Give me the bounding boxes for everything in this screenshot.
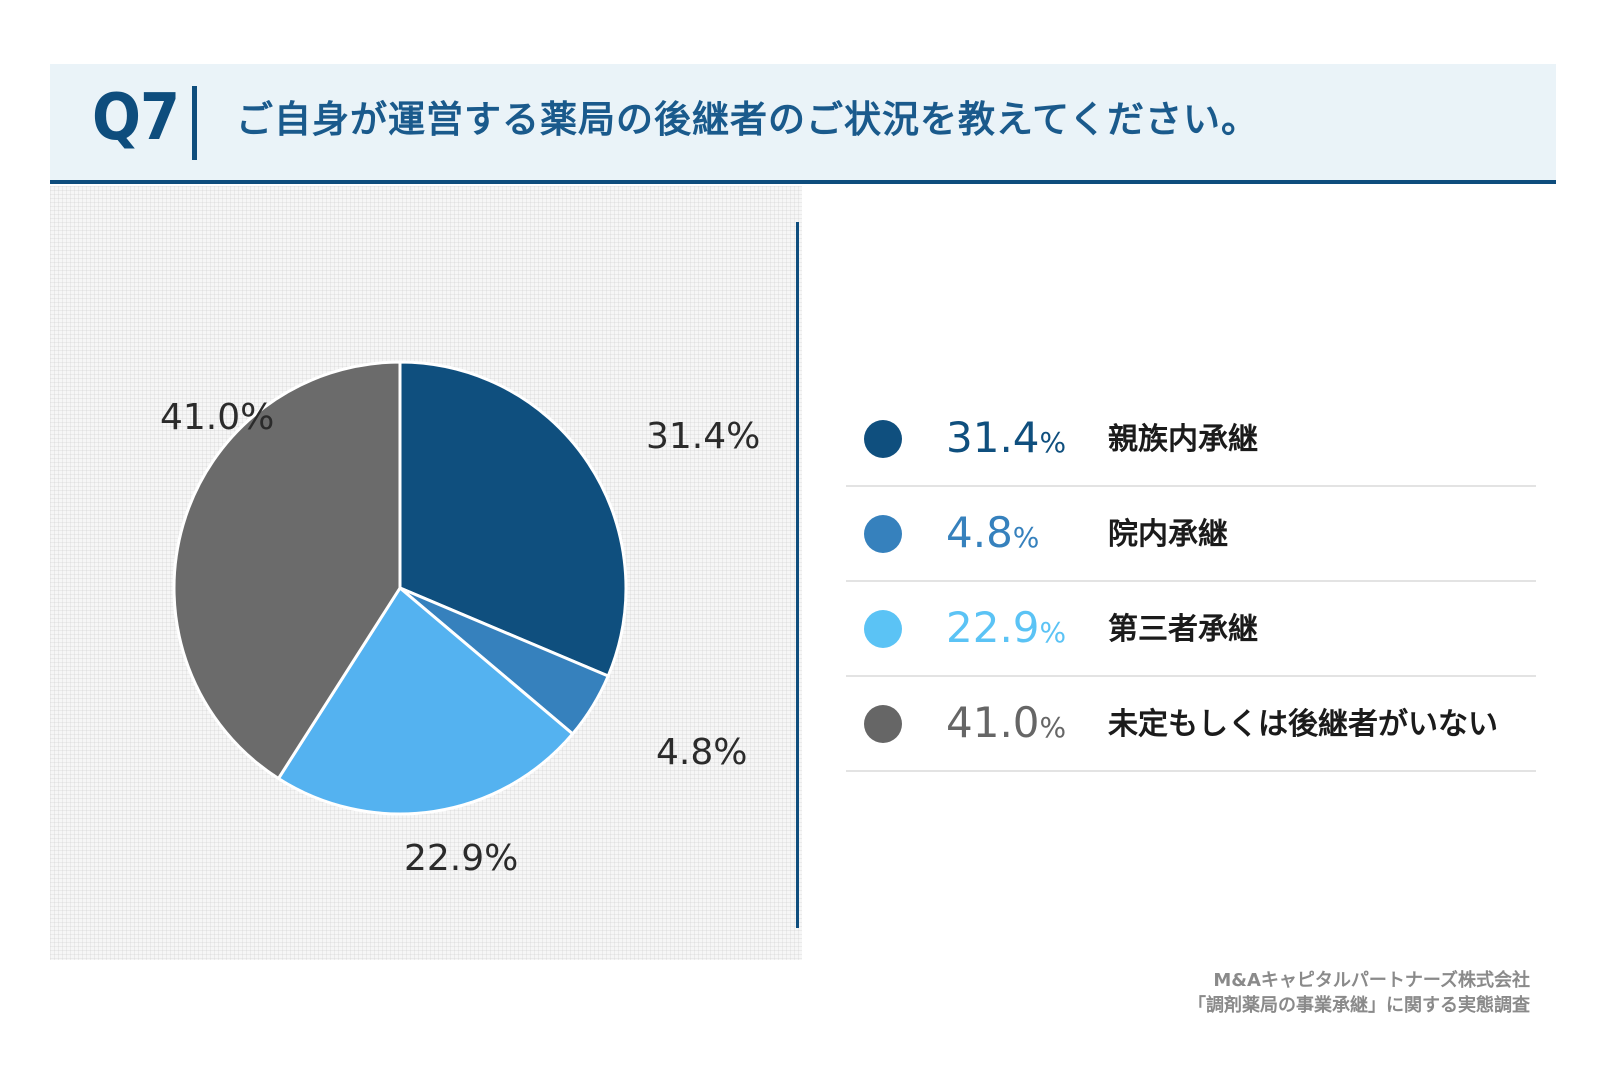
pie-slice-label: 4.8% [656, 732, 747, 773]
legend-value: 31.4% [946, 410, 1066, 471]
legend-value: 4.8% [946, 505, 1039, 566]
legend-value: 41.0% [946, 695, 1066, 756]
legend-label: 第三者承継 [1108, 612, 1258, 647]
pie-slice-label: 41.0% [160, 397, 274, 438]
legend-number: 41.0 [946, 698, 1040, 747]
header-divider [192, 86, 197, 160]
legend-item-third-party: 22.9% 第三者承継 [846, 582, 1536, 677]
legend-label: 親族内承継 [1108, 422, 1258, 457]
legend-unit: % [1039, 711, 1067, 744]
legend-dot [864, 420, 902, 458]
question-number: Q7 [92, 81, 180, 155]
legend-unit: % [1039, 616, 1067, 649]
question-header: Q7 ご自身が運営する薬局の後継者のご状況を教えてください。 [50, 64, 1556, 184]
legend-number: 22.9 [946, 603, 1040, 652]
legend-label: 未定もしくは後継者がいない [1108, 707, 1498, 742]
legend-unit: % [1039, 426, 1067, 459]
pie-chart: 31.4% 4.8% 22.9% 41.0% [160, 360, 760, 879]
pie-slice [172, 360, 402, 781]
vertical-divider [796, 222, 799, 928]
legend-unit: % [1012, 521, 1040, 554]
legend-label: 院内承継 [1108, 517, 1228, 552]
legend-value: 22.9% [946, 600, 1066, 661]
source-credit: M&Aキャピタルパートナーズ株式会社 「調剤薬局の事業承継」に関する実態調査 [1188, 968, 1530, 1018]
legend-item-undecided: 41.0% 未定もしくは後継者がいない [846, 677, 1536, 772]
chart-panel: 31.4% 4.8% 22.9% 41.0% [50, 186, 802, 960]
legend-item-internal: 4.8% 院内承継 [846, 487, 1536, 582]
legend-number: 31.4 [946, 413, 1040, 462]
legend-item-family: 31.4% 親族内承継 [846, 392, 1536, 487]
legend-dot [864, 705, 902, 743]
question-title: ご自身が運営する薬局の後継者のご状況を教えてください。 [236, 98, 1260, 141]
pie-slice-label: 31.4% [646, 416, 760, 457]
pie-slice [276, 586, 575, 816]
legend-dot [864, 610, 902, 648]
legend-number: 4.8 [946, 508, 1013, 557]
legend: 31.4% 親族内承継 4.8% 院内承継 22.9% 第三者承継 41.0% … [846, 392, 1536, 772]
source-company: M&Aキャピタルパートナーズ株式会社 [1213, 970, 1530, 991]
pie-slice [398, 360, 628, 678]
source-survey: 「調剤薬局の事業承継」に関する実態調査 [1188, 995, 1530, 1016]
legend-dot [864, 515, 902, 553]
pie-slice-label: 22.9% [404, 838, 518, 879]
